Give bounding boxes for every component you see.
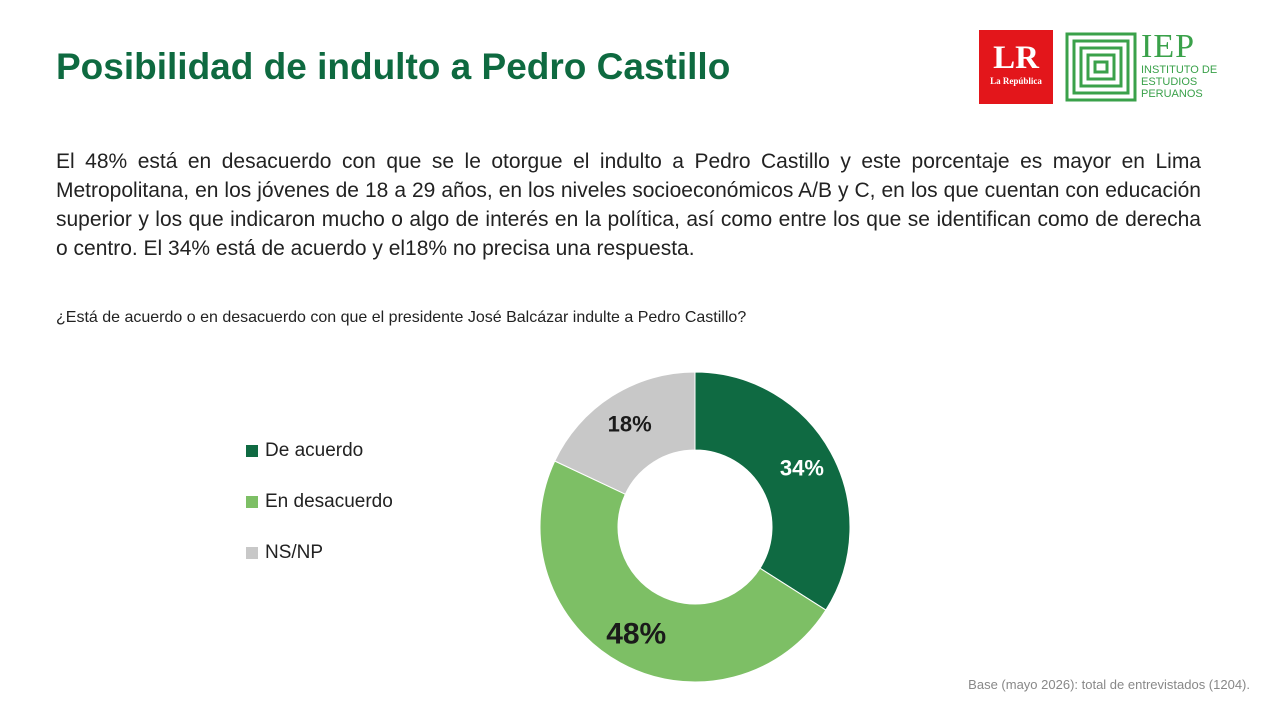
iep-logo-line-3: PERUANOS [1141,88,1203,100]
legend-item-de-acuerdo: De acuerdo [246,438,393,464]
legend-swatch-de-acuerdo [246,445,258,457]
lr-logo-text: LR [993,40,1039,76]
legend-item-ns-np: NS/NP [246,540,393,566]
donut-label-en-desacuerdo: 48% [606,617,666,650]
page-title: Posibilidad de indulto a Pedro Castillo [56,46,731,87]
donut-slice-ns-np [554,371,696,495]
la-republica-logo: LR La República [979,30,1053,104]
iep-logo-acronym: IEP [1141,28,1195,65]
donut-label-de-acuerdo: 34% [780,456,824,481]
legend-item-en-desacuerdo: En desacuerdo [246,489,393,515]
legend-label-ns-np: NS/NP [265,542,324,563]
chart-legend: De acuerdo En desacuerdo NS/NP [246,438,393,591]
donut-slice-en-desacuerdo [539,460,827,683]
legend-label-de-acuerdo: De acuerdo [265,440,364,461]
legend-label-en-desacuerdo: En desacuerdo [265,491,393,512]
iep-logo-line-2: ESTUDIOS [1141,76,1198,88]
donut-slice-de-acuerdo [694,371,851,611]
summary-paragraph: El 48% está en desacuerdo con que se le … [56,150,1201,260]
legend-swatch-ns-np [246,547,258,559]
donut-label-ns-np: 18% [608,411,652,436]
survey-question: ¿Está de acuerdo o en desacuerdo con que… [56,309,747,326]
iep-logo-mark [1065,32,1137,102]
footnote: Base (mayo 2026): total de entrevistados… [968,677,1250,692]
iep-logo-line-1: INSTITUTO DE [1141,64,1218,76]
legend-swatch-en-desacuerdo [246,496,258,508]
logos: LR La República IEP INSTITUTO DE ESTUDIO… [979,30,1229,104]
lr-logo-subtext: La República [990,76,1042,86]
iep-logo-text: IEP INSTITUTO DE ESTUDIOS PERUANOS [1141,28,1218,101]
